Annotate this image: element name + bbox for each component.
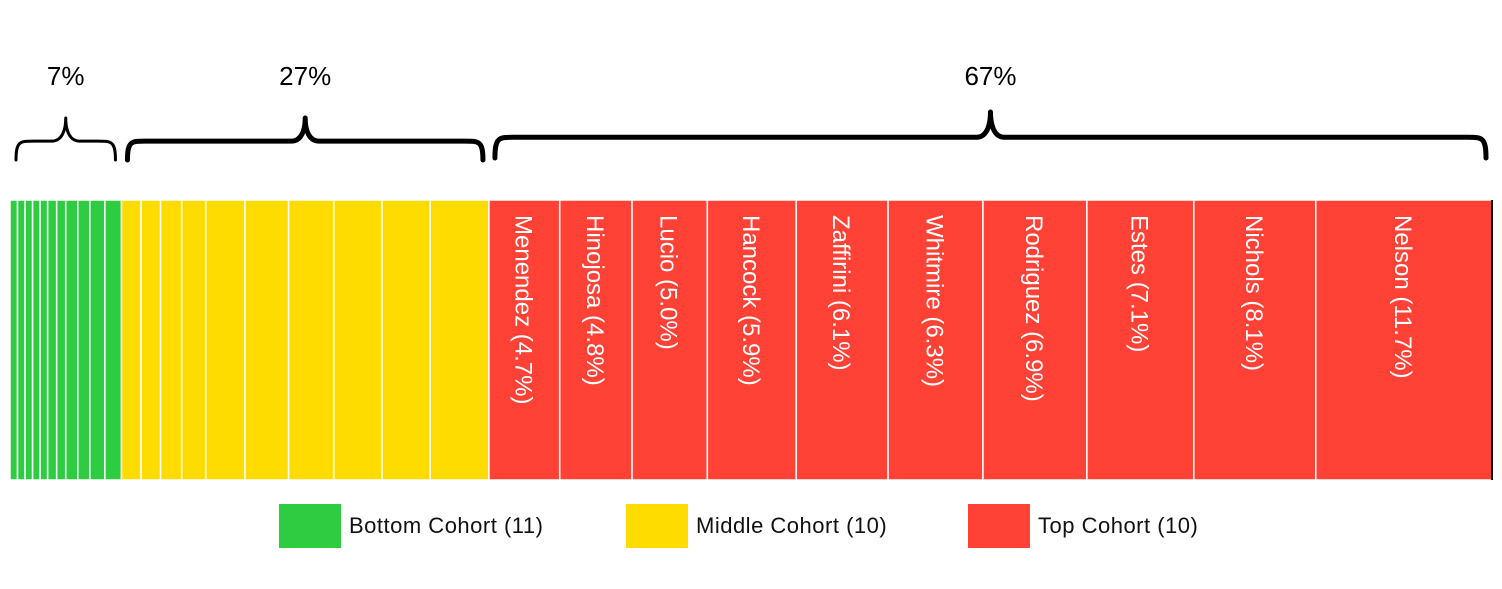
bar-segment xyxy=(287,199,335,481)
cohort-brace xyxy=(492,109,1489,161)
legend-item-bottom: Bottom Cohort (11) xyxy=(279,503,543,549)
bar-segment xyxy=(55,199,67,481)
segment-label: Nelson (11.7%) xyxy=(1389,215,1416,379)
bar-segment xyxy=(558,199,633,481)
bar-segment xyxy=(1193,199,1317,481)
bar-segment xyxy=(333,199,383,481)
bar-segment xyxy=(488,199,561,481)
segment-label: Rodriguez (6.9%) xyxy=(1020,215,1047,402)
segment-label: Hancock (5.9%) xyxy=(737,215,764,386)
bar-segment xyxy=(631,199,709,481)
bar-segment xyxy=(89,199,106,481)
legend-swatch-top xyxy=(968,504,1030,548)
legend-label-bottom: Bottom Cohort (11) xyxy=(349,513,544,538)
cohort-braces: 7% 27% 67% xyxy=(14,61,1489,163)
legend-item-middle: Middle Cohort (10) xyxy=(626,503,887,549)
bar-segment xyxy=(9,199,19,481)
bar-segment xyxy=(1086,199,1195,481)
bar-segment xyxy=(16,199,26,481)
segment-label: Lucio (5.0%) xyxy=(655,215,682,350)
cohort-share-label: 67% xyxy=(964,61,1016,91)
cohort-share-label: 7% xyxy=(47,61,85,91)
segment-label: Whitmire (6.3%) xyxy=(920,215,947,387)
legend-label-top: Top Cohort (10) xyxy=(1038,513,1199,538)
bar-segment xyxy=(140,199,162,481)
cohort-brace xyxy=(14,116,117,162)
bar-segment xyxy=(706,199,797,481)
bar-segment xyxy=(244,199,290,481)
cohort-share-chart: 7% 27% 67% Menendez (4.7%) Hinojosa (4.8%) L… xyxy=(9,61,1493,481)
legend: Bottom Cohort (11) Middle Cohort (10) To… xyxy=(0,503,1502,551)
legend-swatch-middle xyxy=(626,504,688,548)
bar-segment xyxy=(159,199,183,481)
cohort-brace xyxy=(124,115,486,163)
bar-segment xyxy=(39,199,49,481)
bar-segments xyxy=(9,199,1493,481)
bar-segment xyxy=(77,199,91,481)
bar-segment xyxy=(120,199,142,481)
bar-segment xyxy=(46,199,58,481)
bar-segment xyxy=(1315,199,1493,481)
bar-segment xyxy=(795,199,889,481)
bar-segment xyxy=(887,199,984,481)
bar-segment xyxy=(205,199,246,481)
legend-item-top: Top Cohort (10) xyxy=(968,503,1198,549)
segment-labels: Menendez (4.7%) Hinojosa (4.8%) Lucio (5.0… xyxy=(509,215,1416,404)
bar-segment xyxy=(104,199,123,481)
cohort-share-label: 27% xyxy=(279,61,331,91)
bar-segment xyxy=(982,199,1088,481)
bar-segment xyxy=(381,199,431,481)
bar-segment xyxy=(31,199,41,481)
segment-label: Nichols (8.1%) xyxy=(1240,215,1267,371)
bar-segment xyxy=(64,199,79,481)
segment-label: Hinojosa (4.8%) xyxy=(581,215,608,386)
bar-segment xyxy=(180,199,207,481)
bar-segment xyxy=(24,199,34,481)
segment-label: Menendez (4.7%) xyxy=(509,215,536,404)
legend-label-middle: Middle Cohort (10) xyxy=(696,513,888,538)
segment-label: Zaffirini (6.1%) xyxy=(827,215,854,371)
segment-label: Estes (7.1%) xyxy=(1125,215,1152,352)
legend-swatch-bottom xyxy=(279,504,341,548)
bar-segment xyxy=(429,199,490,481)
